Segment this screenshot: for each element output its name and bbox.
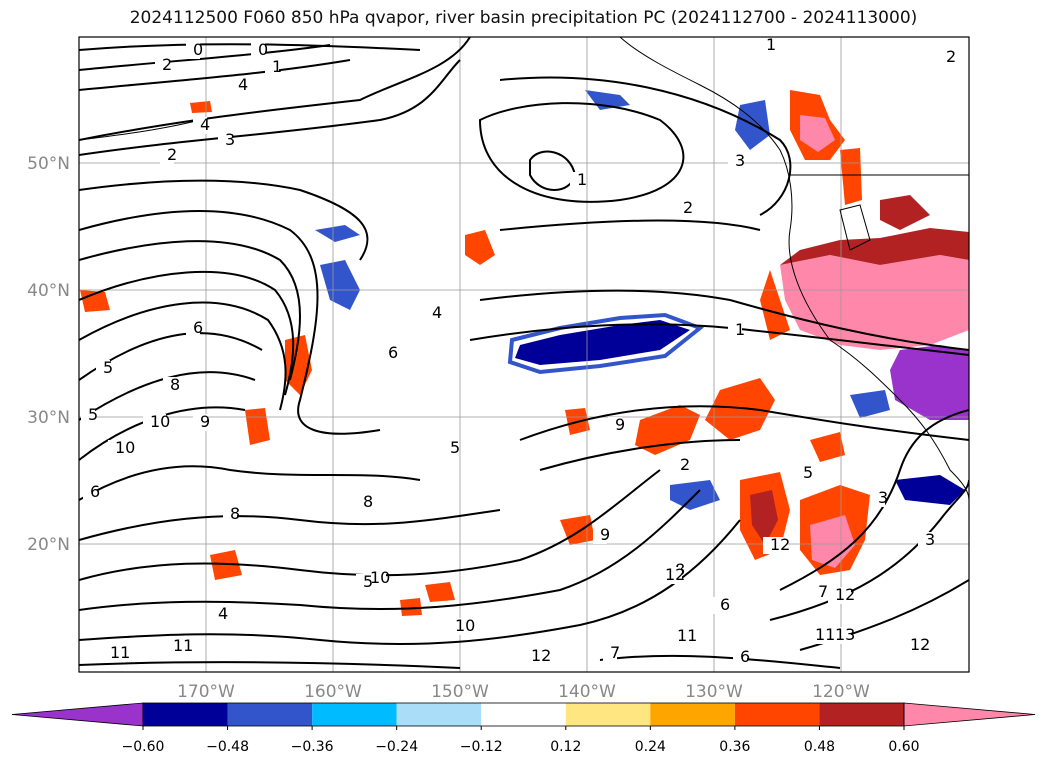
contour-label: 5 xyxy=(88,405,98,424)
colorbar-segment xyxy=(734,703,820,726)
contour-label: 2 xyxy=(946,47,956,66)
contour-label: 3 xyxy=(225,130,235,149)
colorbar-tick-label: 0.48 xyxy=(804,739,835,755)
contour-label: 5 xyxy=(103,358,113,377)
map-gridlines xyxy=(79,37,969,672)
lon-tick-label: 150°W xyxy=(431,682,489,702)
contour-label: 8 xyxy=(363,492,373,511)
colorbar-segment xyxy=(481,703,566,726)
contour-label: 6 xyxy=(720,595,730,614)
colorbar-segment xyxy=(227,703,313,726)
precip-shading xyxy=(80,90,969,616)
contour-label: 6 xyxy=(388,343,398,362)
colorbar-segment xyxy=(143,703,228,726)
colorbar-tick-label: −0.12 xyxy=(460,739,503,755)
contour-label: 9 xyxy=(600,525,610,544)
contour-label: 7 xyxy=(818,582,828,601)
lon-tick-label: 170°W xyxy=(177,682,235,702)
contour-label: 11 xyxy=(677,626,697,645)
contour-label: 2 xyxy=(167,145,177,164)
contour-label: 7 xyxy=(610,643,620,662)
contour-label: 2 xyxy=(680,455,690,474)
contour-label: 10 xyxy=(115,438,135,457)
contour-label: 3 xyxy=(878,488,888,507)
colorbar-tick-label: 0.36 xyxy=(719,739,750,755)
colorbar-tick-label: 0.24 xyxy=(635,739,666,755)
contour-labels: 0012443212123165589101054668988676101112… xyxy=(81,35,956,666)
colorbar-segment xyxy=(819,703,904,726)
colorbar-tick-label: 0.60 xyxy=(888,739,919,755)
lon-tick-label: 160°W xyxy=(304,682,362,702)
contour-label: 5 xyxy=(803,463,813,482)
contour-label: 13 xyxy=(835,625,855,644)
qvapor-contours xyxy=(79,37,969,669)
colorbar-segment xyxy=(650,703,735,726)
contour-label: 3 xyxy=(925,530,935,549)
lat-tick-label: 30°N xyxy=(27,408,70,428)
colorbar-segment xyxy=(565,703,651,726)
contour-label: 11 xyxy=(815,625,835,644)
lat-tick-label: 40°N xyxy=(27,281,70,301)
contour-label: 3 xyxy=(735,151,745,170)
lat-tick-label: 20°N xyxy=(27,535,70,555)
contour-label: 12 xyxy=(770,535,790,554)
colorbar-segment xyxy=(312,703,397,726)
colorbar: −0.60 −0.48 −0.36 −0.24 −0.12 0.12 0.24 0.36 0.4… xyxy=(11,702,1036,755)
contour-label: 11 xyxy=(173,636,193,655)
contour-label: 1 xyxy=(577,170,587,189)
contour-label: 12 xyxy=(835,585,855,604)
contour-label: 8 xyxy=(170,375,180,394)
contour-label: 2 xyxy=(162,55,172,74)
contour-label: 2 xyxy=(683,198,693,217)
colorbar-tick-label: −0.48 xyxy=(206,739,249,755)
contour-label: 1 xyxy=(735,320,745,339)
coastlines xyxy=(79,37,969,501)
contour-label: 11 xyxy=(110,643,130,662)
contour-label: 1 xyxy=(272,57,282,76)
map-frame xyxy=(78,36,970,673)
contour-label: 0 xyxy=(193,40,203,59)
chart-title: 2024112500 F060 850 hPa qvapor, river ba… xyxy=(129,8,918,28)
contour-label: 9 xyxy=(615,415,625,434)
contour-label: 6 xyxy=(90,482,100,501)
colorbar-tick-label: −0.60 xyxy=(122,739,165,755)
longitude-labels: 170°W 160°W 150°W 140°W 130°W 120°W xyxy=(177,682,870,702)
contour-label: 10 xyxy=(370,568,390,587)
contour-label: 9 xyxy=(200,412,210,431)
map-area: 0012443212123165589101054668988676101112… xyxy=(79,35,969,672)
colorbar-segment xyxy=(396,703,482,726)
contour-label: 10 xyxy=(455,616,475,635)
contour-label: 5 xyxy=(363,572,373,591)
lon-tick-label: 120°W xyxy=(812,682,870,702)
contour-label: 4 xyxy=(218,604,228,623)
contour-label: 4 xyxy=(432,303,442,322)
contour-label: 6 xyxy=(193,318,203,337)
colorbar-tick-label: 0.12 xyxy=(550,739,581,755)
contour-label: 12 xyxy=(531,646,551,665)
lon-tick-label: 140°W xyxy=(558,682,616,702)
contour-label: 12 xyxy=(665,565,685,584)
colorbar-tick-label: −0.24 xyxy=(375,739,418,755)
lat-tick-label: 50°N xyxy=(27,154,70,174)
latitude-labels: 50°N 40°N 30°N 20°N xyxy=(27,154,70,555)
contour-label: 4 xyxy=(200,115,210,134)
colorbar-extend-max xyxy=(903,702,1036,727)
contour-label: 1 xyxy=(766,35,776,54)
contour-label: 8 xyxy=(230,504,240,523)
contour-label: 5 xyxy=(450,438,460,457)
contour-label: 10 xyxy=(150,412,170,431)
colorbar-extend-min xyxy=(11,702,144,727)
contour-label: 0 xyxy=(258,40,268,59)
contour-label: 4 xyxy=(238,75,248,94)
contour-label: 6 xyxy=(740,647,750,666)
contour-label: 12 xyxy=(910,635,930,654)
lon-tick-label: 130°W xyxy=(685,682,743,702)
colorbar-tick-label: −0.36 xyxy=(291,739,334,755)
